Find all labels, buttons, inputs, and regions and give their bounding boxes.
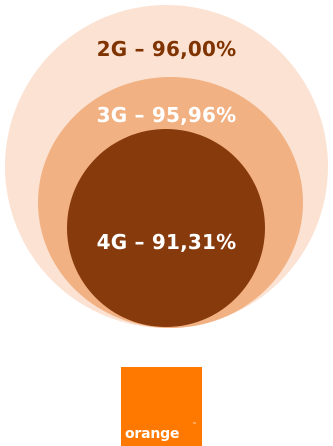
label-3g: 3G – 95,96%	[96, 103, 237, 127]
label-4g: 4G – 91,31%	[96, 230, 237, 254]
logo-trademark: ™	[192, 422, 197, 428]
orange-logo: orange ™	[121, 367, 202, 446]
circle-4g	[67, 129, 265, 327]
label-2g: 2G – 96,00%	[96, 37, 237, 61]
logo-text: orange	[125, 426, 180, 442]
